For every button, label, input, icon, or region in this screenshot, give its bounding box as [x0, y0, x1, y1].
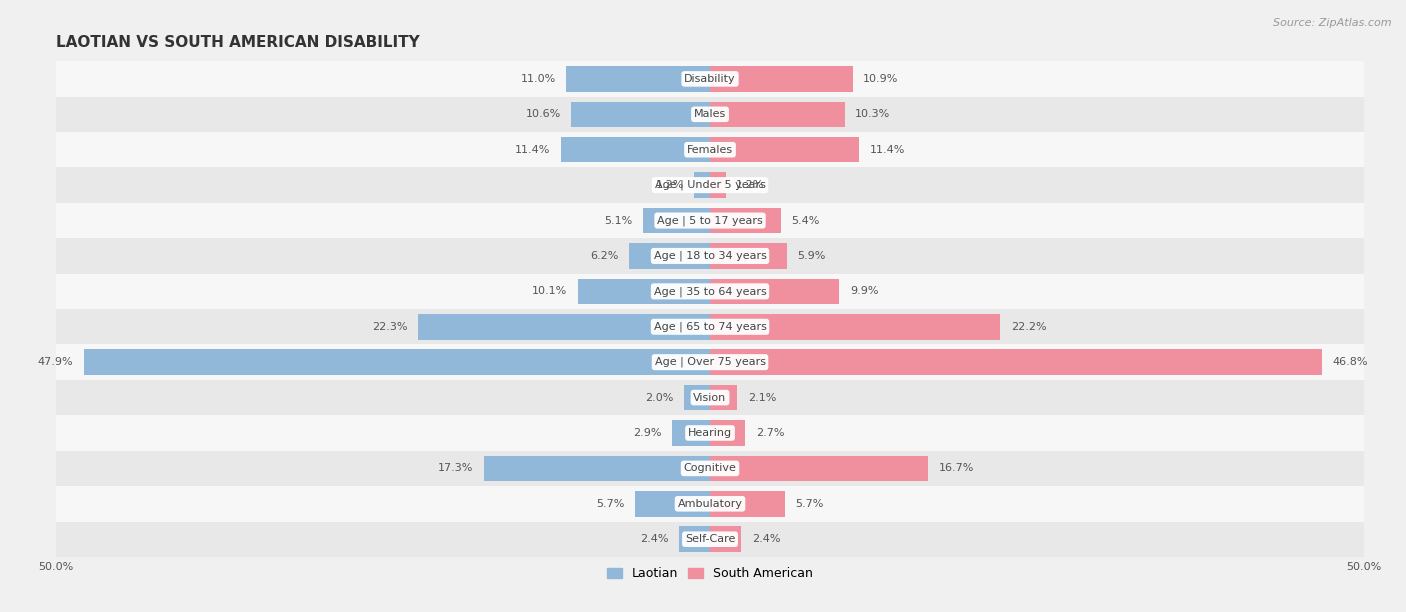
Bar: [56, 97, 1364, 132]
Text: Age | 5 to 17 years: Age | 5 to 17 years: [657, 215, 763, 226]
Text: 10.6%: 10.6%: [526, 110, 561, 119]
Text: 11.4%: 11.4%: [515, 144, 551, 155]
Bar: [56, 309, 1364, 345]
Text: 2.0%: 2.0%: [645, 392, 673, 403]
Bar: [578, 278, 710, 304]
Bar: [710, 278, 839, 304]
Bar: [710, 137, 859, 162]
Text: Ambulatory: Ambulatory: [678, 499, 742, 509]
Text: Self-Care: Self-Care: [685, 534, 735, 544]
Bar: [56, 486, 1364, 521]
Text: 17.3%: 17.3%: [439, 463, 474, 474]
Bar: [710, 420, 745, 446]
Text: 5.7%: 5.7%: [794, 499, 824, 509]
Text: 6.2%: 6.2%: [591, 251, 619, 261]
Text: Age | Under 5 years: Age | Under 5 years: [655, 180, 765, 190]
Bar: [628, 243, 710, 269]
Bar: [419, 314, 710, 340]
Bar: [710, 385, 738, 410]
Bar: [636, 491, 710, 517]
Text: 10.1%: 10.1%: [533, 286, 568, 296]
Text: Source: ZipAtlas.com: Source: ZipAtlas.com: [1274, 18, 1392, 28]
Text: 2.4%: 2.4%: [640, 534, 668, 544]
Bar: [710, 526, 741, 552]
Bar: [56, 274, 1364, 309]
Bar: [710, 102, 845, 127]
Text: 46.8%: 46.8%: [1333, 357, 1368, 367]
Text: 22.3%: 22.3%: [373, 322, 408, 332]
Text: Age | 18 to 34 years: Age | 18 to 34 years: [654, 251, 766, 261]
Bar: [710, 314, 1000, 340]
Bar: [567, 66, 710, 92]
Text: 2.4%: 2.4%: [752, 534, 780, 544]
Text: 47.9%: 47.9%: [38, 357, 73, 367]
Bar: [56, 238, 1364, 274]
Text: Age | Over 75 years: Age | Over 75 years: [655, 357, 765, 367]
Bar: [56, 450, 1364, 486]
Text: 2.9%: 2.9%: [633, 428, 662, 438]
Bar: [56, 61, 1364, 97]
Text: Age | 65 to 74 years: Age | 65 to 74 years: [654, 321, 766, 332]
Bar: [710, 456, 928, 481]
Bar: [56, 416, 1364, 450]
Bar: [710, 208, 780, 233]
Bar: [710, 349, 1322, 375]
Bar: [710, 66, 852, 92]
Bar: [679, 526, 710, 552]
Bar: [56, 345, 1364, 380]
Text: 9.9%: 9.9%: [851, 286, 879, 296]
Bar: [571, 102, 710, 127]
Text: Age | 35 to 64 years: Age | 35 to 64 years: [654, 286, 766, 297]
Text: Cognitive: Cognitive: [683, 463, 737, 474]
Text: Vision: Vision: [693, 392, 727, 403]
Bar: [56, 380, 1364, 416]
Text: 11.0%: 11.0%: [520, 74, 555, 84]
Text: 11.4%: 11.4%: [869, 144, 905, 155]
Text: 16.7%: 16.7%: [939, 463, 974, 474]
Text: Males: Males: [695, 110, 725, 119]
Text: Disability: Disability: [685, 74, 735, 84]
Bar: [561, 137, 710, 162]
Bar: [710, 173, 725, 198]
Bar: [683, 385, 710, 410]
Bar: [710, 243, 787, 269]
Bar: [84, 349, 710, 375]
Bar: [484, 456, 710, 481]
Text: Hearing: Hearing: [688, 428, 733, 438]
Text: 10.3%: 10.3%: [855, 110, 890, 119]
Bar: [644, 208, 710, 233]
Bar: [672, 420, 710, 446]
Text: 22.2%: 22.2%: [1011, 322, 1046, 332]
Text: 1.2%: 1.2%: [737, 180, 765, 190]
Legend: Laotian, South American: Laotian, South American: [602, 562, 818, 585]
Text: 5.4%: 5.4%: [792, 215, 820, 226]
Bar: [710, 491, 785, 517]
Bar: [56, 168, 1364, 203]
Bar: [56, 521, 1364, 557]
Bar: [695, 173, 710, 198]
Text: LAOTIAN VS SOUTH AMERICAN DISABILITY: LAOTIAN VS SOUTH AMERICAN DISABILITY: [56, 35, 420, 50]
Bar: [56, 203, 1364, 238]
Text: 5.1%: 5.1%: [605, 215, 633, 226]
Text: 2.1%: 2.1%: [748, 392, 776, 403]
Text: 5.9%: 5.9%: [797, 251, 825, 261]
Text: Females: Females: [688, 144, 733, 155]
Text: 2.7%: 2.7%: [756, 428, 785, 438]
Text: 1.2%: 1.2%: [655, 180, 683, 190]
Text: 5.7%: 5.7%: [596, 499, 626, 509]
Text: 10.9%: 10.9%: [863, 74, 898, 84]
Bar: [56, 132, 1364, 168]
